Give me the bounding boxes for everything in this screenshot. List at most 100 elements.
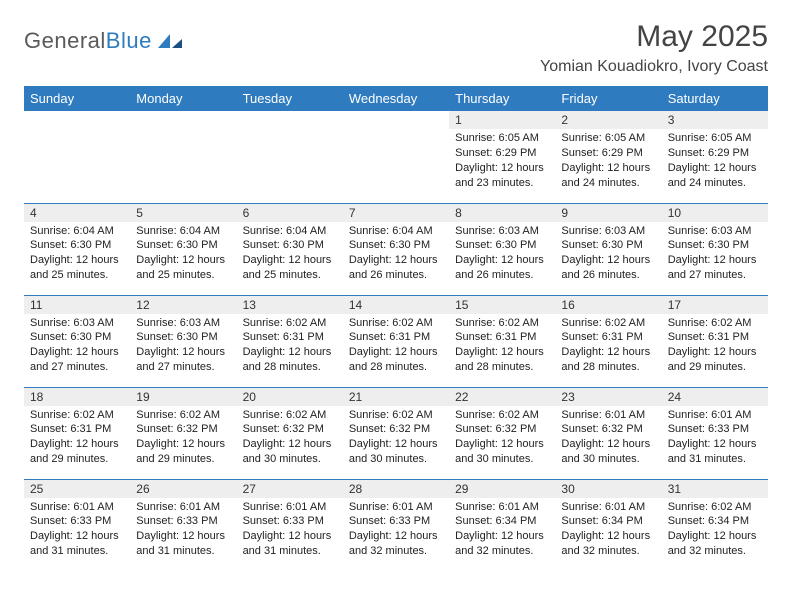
weekday-header: Wednesday: [343, 86, 449, 111]
day-details: Sunrise: 6:04 AMSunset: 6:30 PMDaylight:…: [24, 222, 130, 287]
weekday-header: Friday: [555, 86, 661, 111]
day-cell: 20Sunrise: 6:02 AMSunset: 6:32 PMDayligh…: [237, 387, 343, 479]
daylight-text: Daylight: 12 hours and 29 minutes.: [668, 345, 762, 375]
sunrise-text: Sunrise: 6:02 AM: [349, 408, 443, 423]
sunset-text: Sunset: 6:30 PM: [30, 330, 124, 345]
day-cell: [130, 111, 236, 203]
day-details: Sunrise: 6:02 AMSunset: 6:32 PMDaylight:…: [449, 406, 555, 471]
sunrise-text: Sunrise: 6:02 AM: [136, 408, 230, 423]
sunset-text: Sunset: 6:31 PM: [561, 330, 655, 345]
sunset-text: Sunset: 6:30 PM: [455, 238, 549, 253]
logo-text-blue: Blue: [106, 28, 152, 53]
sunset-text: Sunset: 6:32 PM: [349, 422, 443, 437]
daylight-text: Daylight: 12 hours and 30 minutes.: [243, 437, 337, 467]
logo: GeneralBlue: [24, 20, 184, 54]
week-row: 25Sunrise: 6:01 AMSunset: 6:33 PMDayligh…: [24, 479, 768, 571]
sunrise-text: Sunrise: 6:05 AM: [561, 131, 655, 146]
sunset-text: Sunset: 6:34 PM: [455, 514, 549, 529]
day-number-empty: [24, 111, 130, 129]
day-cell: 10Sunrise: 6:03 AMSunset: 6:30 PMDayligh…: [662, 203, 768, 295]
day-cell: 19Sunrise: 6:02 AMSunset: 6:32 PMDayligh…: [130, 387, 236, 479]
day-cell: 11Sunrise: 6:03 AMSunset: 6:30 PMDayligh…: [24, 295, 130, 387]
sunrise-text: Sunrise: 6:01 AM: [243, 500, 337, 515]
daylight-text: Daylight: 12 hours and 26 minutes.: [455, 253, 549, 283]
weekday-header: Thursday: [449, 86, 555, 111]
daylight-text: Daylight: 12 hours and 26 minutes.: [349, 253, 443, 283]
day-cell: 12Sunrise: 6:03 AMSunset: 6:30 PMDayligh…: [130, 295, 236, 387]
day-details: Sunrise: 6:02 AMSunset: 6:31 PMDaylight:…: [662, 314, 768, 379]
daylight-text: Daylight: 12 hours and 28 minutes.: [349, 345, 443, 375]
day-details: Sunrise: 6:01 AMSunset: 6:34 PMDaylight:…: [555, 498, 661, 563]
sunset-text: Sunset: 6:30 PM: [243, 238, 337, 253]
day-cell: 21Sunrise: 6:02 AMSunset: 6:32 PMDayligh…: [343, 387, 449, 479]
day-details: Sunrise: 6:02 AMSunset: 6:31 PMDaylight:…: [237, 314, 343, 379]
day-cell: [24, 111, 130, 203]
day-details: Sunrise: 6:02 AMSunset: 6:31 PMDaylight:…: [555, 314, 661, 379]
weekday-header: Sunday: [24, 86, 130, 111]
day-number: 23: [555, 388, 661, 406]
logo-sail-icon: [156, 32, 184, 50]
sunset-text: Sunset: 6:31 PM: [455, 330, 549, 345]
day-details: Sunrise: 6:04 AMSunset: 6:30 PMDaylight:…: [237, 222, 343, 287]
sunrise-text: Sunrise: 6:03 AM: [136, 316, 230, 331]
daylight-text: Daylight: 12 hours and 32 minutes.: [455, 529, 549, 559]
sunrise-text: Sunrise: 6:01 AM: [349, 500, 443, 515]
daylight-text: Daylight: 12 hours and 28 minutes.: [243, 345, 337, 375]
day-cell: [237, 111, 343, 203]
day-cell: 2Sunrise: 6:05 AMSunset: 6:29 PMDaylight…: [555, 111, 661, 203]
day-number: 31: [662, 480, 768, 498]
weekday-header: Monday: [130, 86, 236, 111]
day-details: Sunrise: 6:01 AMSunset: 6:33 PMDaylight:…: [24, 498, 130, 563]
day-details: Sunrise: 6:02 AMSunset: 6:32 PMDaylight:…: [237, 406, 343, 471]
daylight-text: Daylight: 12 hours and 27 minutes.: [30, 345, 124, 375]
sunrise-text: Sunrise: 6:02 AM: [243, 316, 337, 331]
day-number: 5: [130, 204, 236, 222]
day-cell: 25Sunrise: 6:01 AMSunset: 6:33 PMDayligh…: [24, 479, 130, 571]
sunset-text: Sunset: 6:31 PM: [349, 330, 443, 345]
day-number: 13: [237, 296, 343, 314]
day-details: Sunrise: 6:03 AMSunset: 6:30 PMDaylight:…: [130, 314, 236, 379]
daylight-text: Daylight: 12 hours and 25 minutes.: [136, 253, 230, 283]
day-number-empty: [130, 111, 236, 129]
sunrise-text: Sunrise: 6:02 AM: [455, 316, 549, 331]
sunset-text: Sunset: 6:31 PM: [30, 422, 124, 437]
sunset-text: Sunset: 6:32 PM: [561, 422, 655, 437]
day-details: Sunrise: 6:02 AMSunset: 6:31 PMDaylight:…: [343, 314, 449, 379]
day-number: 24: [662, 388, 768, 406]
sunset-text: Sunset: 6:33 PM: [30, 514, 124, 529]
sunrise-text: Sunrise: 6:04 AM: [243, 224, 337, 239]
week-row: 11Sunrise: 6:03 AMSunset: 6:30 PMDayligh…: [24, 295, 768, 387]
sunset-text: Sunset: 6:30 PM: [668, 238, 762, 253]
daylight-text: Daylight: 12 hours and 31 minutes.: [30, 529, 124, 559]
daylight-text: Daylight: 12 hours and 30 minutes.: [455, 437, 549, 467]
daylight-text: Daylight: 12 hours and 31 minutes.: [243, 529, 337, 559]
logo-text-general: General: [24, 28, 106, 53]
sunset-text: Sunset: 6:30 PM: [561, 238, 655, 253]
sunset-text: Sunset: 6:34 PM: [561, 514, 655, 529]
sunset-text: Sunset: 6:33 PM: [349, 514, 443, 529]
day-number: 3: [662, 111, 768, 129]
day-details: Sunrise: 6:02 AMSunset: 6:34 PMDaylight:…: [662, 498, 768, 563]
day-details: Sunrise: 6:05 AMSunset: 6:29 PMDaylight:…: [449, 129, 555, 194]
sunset-text: Sunset: 6:30 PM: [136, 238, 230, 253]
day-number: 8: [449, 204, 555, 222]
sunrise-text: Sunrise: 6:03 AM: [30, 316, 124, 331]
day-number: 25: [24, 480, 130, 498]
day-number: 1: [449, 111, 555, 129]
day-cell: 24Sunrise: 6:01 AMSunset: 6:33 PMDayligh…: [662, 387, 768, 479]
daylight-text: Daylight: 12 hours and 32 minutes.: [668, 529, 762, 559]
day-number-empty: [343, 111, 449, 129]
sunset-text: Sunset: 6:31 PM: [668, 330, 762, 345]
sunset-text: Sunset: 6:33 PM: [243, 514, 337, 529]
day-number: 19: [130, 388, 236, 406]
day-details: Sunrise: 6:02 AMSunset: 6:32 PMDaylight:…: [343, 406, 449, 471]
day-details: Sunrise: 6:05 AMSunset: 6:29 PMDaylight:…: [555, 129, 661, 194]
day-details: Sunrise: 6:03 AMSunset: 6:30 PMDaylight:…: [555, 222, 661, 287]
day-number: 15: [449, 296, 555, 314]
day-number: 30: [555, 480, 661, 498]
day-cell: 18Sunrise: 6:02 AMSunset: 6:31 PMDayligh…: [24, 387, 130, 479]
sunrise-text: Sunrise: 6:04 AM: [136, 224, 230, 239]
day-number: 27: [237, 480, 343, 498]
sunset-text: Sunset: 6:30 PM: [349, 238, 443, 253]
weekday-header: Saturday: [662, 86, 768, 111]
